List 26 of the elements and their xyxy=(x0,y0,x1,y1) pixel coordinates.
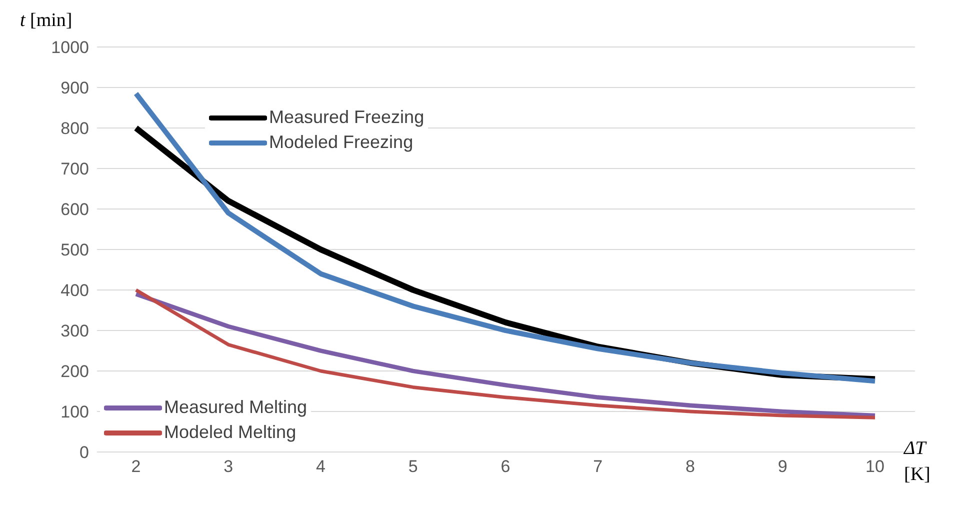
y-tick-label: 300 xyxy=(60,322,89,341)
legend-label: Measured Freezing xyxy=(269,107,424,128)
legend-label: Measured Melting xyxy=(164,397,308,418)
x-tick-label: 10 xyxy=(866,457,884,476)
x-tick-label: 8 xyxy=(686,457,695,476)
y-tick-label: 0 xyxy=(80,443,89,462)
y-tick-label: 800 xyxy=(60,119,89,138)
y-tick-label: 400 xyxy=(60,281,89,300)
x-axis-title: ΔT [K] xyxy=(904,438,930,487)
y-tick-label: 500 xyxy=(60,240,89,260)
x-tick-label: 5 xyxy=(408,457,418,476)
x-tick-label: 9 xyxy=(778,457,788,476)
legend-label: Modeled Melting xyxy=(164,422,296,443)
x-tick-label: 7 xyxy=(593,457,603,476)
y-tick-label: 700 xyxy=(60,160,89,179)
y-tick-label: 600 xyxy=(60,200,89,220)
y-tick-label: 1000 xyxy=(51,38,89,58)
y-tick-label: 200 xyxy=(60,362,89,382)
x-tick-label: 4 xyxy=(316,457,326,476)
x-tick-label: 6 xyxy=(500,457,510,476)
x-tick-label: 3 xyxy=(224,457,234,476)
y-tick-label: 900 xyxy=(60,78,89,98)
y-tick-label: 100 xyxy=(60,402,89,422)
y-axis-title: t [min] xyxy=(20,10,72,32)
x-tick-label: 2 xyxy=(131,457,141,476)
legend-label: Modeled Freezing xyxy=(269,132,414,153)
